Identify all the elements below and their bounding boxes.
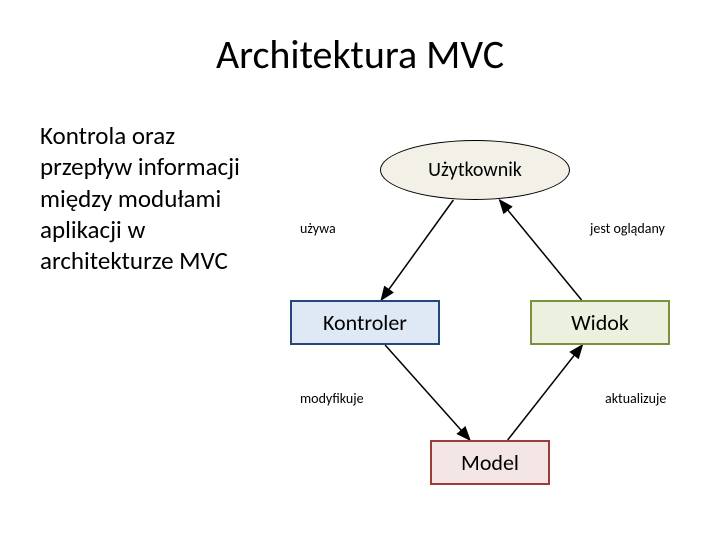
page-title: Architektura MVC	[0, 30, 720, 79]
user-label: Użytkownik	[428, 158, 522, 182]
view-label: Widok	[571, 309, 629, 336]
edge-label-updates: aktualizuje	[605, 390, 666, 407]
view-node: Widok	[530, 300, 670, 345]
edge-label-modifies: modyfikuje	[300, 390, 364, 407]
user-node: Użytkownik	[380, 140, 570, 200]
edge-label-viewed: jest oglądany	[590, 220, 665, 237]
controller-node: Kontroler	[290, 300, 440, 345]
description-text: Kontrola oraz przepływ informacji między…	[40, 120, 270, 276]
edge-label-uses: używa	[300, 220, 336, 237]
model-label: Model	[461, 449, 519, 476]
controller-label: Kontroler	[323, 309, 407, 336]
model-node: Model	[430, 440, 550, 485]
